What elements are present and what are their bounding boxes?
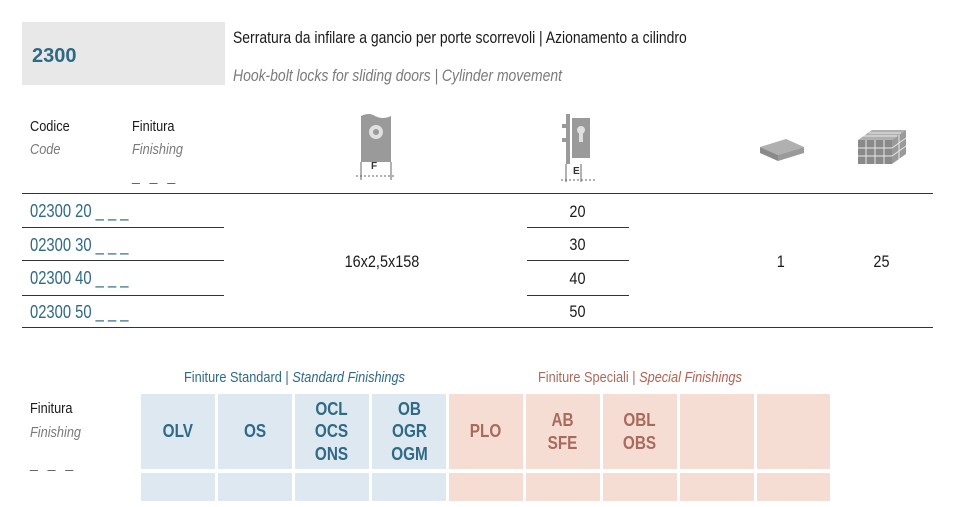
codice-label: Codice — [30, 118, 70, 135]
finish-box-standard: OLV — [141, 394, 215, 469]
finish-box-special: OBL OBS — [603, 394, 677, 469]
special-heading-en: Special Finishings — [639, 369, 742, 386]
finish-strip-special — [603, 473, 677, 501]
backset-icon — [561, 114, 596, 182]
table-row-code: 02300 50 _ _ _ — [30, 302, 129, 322]
table-row-code: 02300 40 _ _ _ — [30, 268, 129, 288]
finish-box-standard: OS — [218, 394, 292, 469]
finishes-label-en: Finishing — [30, 424, 82, 441]
finishing-label: Finishing — [132, 141, 184, 158]
backset-value: 20 — [569, 202, 586, 221]
finish-strip-special — [680, 473, 754, 501]
code-label: Code — [30, 141, 61, 158]
box-quantity: 1 — [776, 252, 785, 271]
finish-strip-special — [526, 473, 600, 501]
row-divider — [527, 227, 629, 228]
finish-strip-standard — [295, 473, 369, 501]
product-code: 2300 — [32, 45, 77, 67]
title-english: Hook-bolt locks for sliding doors | Cyli… — [233, 66, 563, 85]
row-divider — [22, 295, 224, 296]
title-italian: Serratura da infilare a gancio per porte… — [233, 28, 687, 47]
row-divider — [527, 260, 629, 261]
backset-value: 30 — [569, 235, 586, 254]
finish-strip-standard — [218, 473, 292, 501]
finish-box-special: PLO — [449, 394, 523, 469]
finish-strip-standard — [141, 473, 215, 501]
row-divider — [22, 227, 224, 228]
carton-quantity: 25 — [873, 252, 890, 271]
finish-strip-special — [757, 473, 830, 501]
finish-box-special-empty — [757, 394, 830, 469]
backset-dimension-label: E — [573, 166, 580, 177]
finish-strip-special — [449, 473, 523, 501]
row-divider — [22, 260, 224, 261]
finitura-label: Finitura — [132, 118, 175, 135]
table-top-rule — [22, 193, 933, 194]
faceplate-value: 16x2,5x158 — [344, 252, 420, 271]
product-code-box: 2300 — [22, 22, 225, 85]
finish-box-special-empty — [680, 394, 754, 469]
finishes-label-it: Finitura — [30, 400, 73, 417]
backset-value: 40 — [569, 269, 586, 288]
table-bottom-rule — [22, 327, 933, 328]
standard-heading-it: Finiture Standard — [184, 369, 282, 386]
standard-heading-en: Standard Finishings — [292, 369, 405, 386]
finishes-placeholder: _ _ _ — [30, 455, 77, 471]
finish-box-special: AB SFE — [526, 394, 600, 469]
special-finishings-heading: Finiture Speciali | Special Finishings — [538, 369, 742, 386]
special-heading-it: Finiture Speciali — [538, 369, 629, 386]
finish-box-standard: OCL OCS ONS — [295, 394, 369, 469]
box-icon — [760, 139, 804, 161]
faceplate-icon — [356, 114, 396, 180]
backset-value: 50 — [569, 302, 586, 321]
finish-box-standard: OB OGR OGM — [372, 394, 446, 469]
finish-strip-standard — [372, 473, 446, 501]
row-divider — [527, 295, 629, 296]
carton-icon — [858, 130, 907, 164]
standard-finishings-heading: Finiture Standard | Standard Finishings — [184, 369, 405, 386]
faceplate-dimension-label: F — [371, 161, 378, 172]
table-row-code: 02300 30 _ _ _ — [30, 235, 129, 255]
table-row-code: 02300 20 _ _ _ — [30, 201, 129, 221]
finishing-placeholder: _ _ _ — [132, 168, 179, 184]
